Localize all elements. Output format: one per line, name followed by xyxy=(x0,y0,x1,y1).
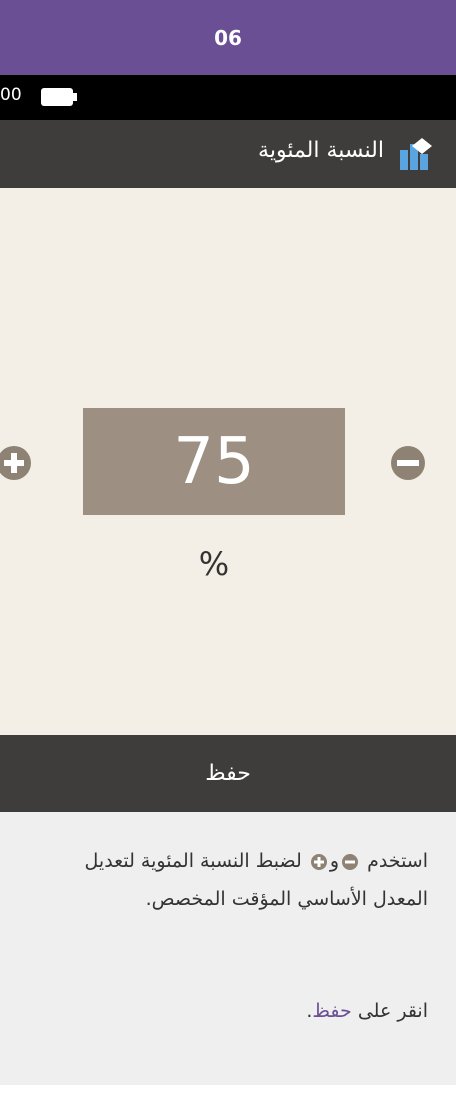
screen-title: النسبة المئوية xyxy=(258,138,384,163)
help-panel: استخدم و لضبط النسبة المئوية لتعديل المع… xyxy=(0,812,456,1085)
plus-icon xyxy=(310,853,327,870)
instruction-1: استخدم و لضبط النسبة المئوية لتعديل المع… xyxy=(38,842,428,918)
value: 75 xyxy=(173,424,255,499)
status-bar: 00 xyxy=(0,75,456,120)
unit: % xyxy=(198,545,230,583)
step-number: 06 xyxy=(214,25,242,50)
battery-icon xyxy=(41,88,77,106)
text: لضبط النسبة المئوية لتعديل المعدل الأساس… xyxy=(84,850,428,910)
title-icon xyxy=(400,138,432,170)
text: انقر على xyxy=(357,1000,428,1022)
clock: 00 xyxy=(0,85,22,105)
minus-icon xyxy=(342,853,359,870)
text: و xyxy=(329,850,340,872)
text: . xyxy=(306,1000,313,1022)
save-label: حفظ xyxy=(205,761,251,786)
title-bar: النسبة المئوية xyxy=(0,120,456,188)
instruction-2: انقر على حفظ. xyxy=(38,992,428,1030)
minus-button[interactable] xyxy=(388,443,428,483)
text: استخدم xyxy=(367,850,428,872)
plus-button[interactable] xyxy=(0,443,40,483)
save-link[interactable]: حفظ xyxy=(312,1000,352,1022)
value-display: 75 xyxy=(83,408,345,515)
step-header: 06 xyxy=(0,0,456,75)
save-button[interactable]: حفظ xyxy=(0,735,456,812)
